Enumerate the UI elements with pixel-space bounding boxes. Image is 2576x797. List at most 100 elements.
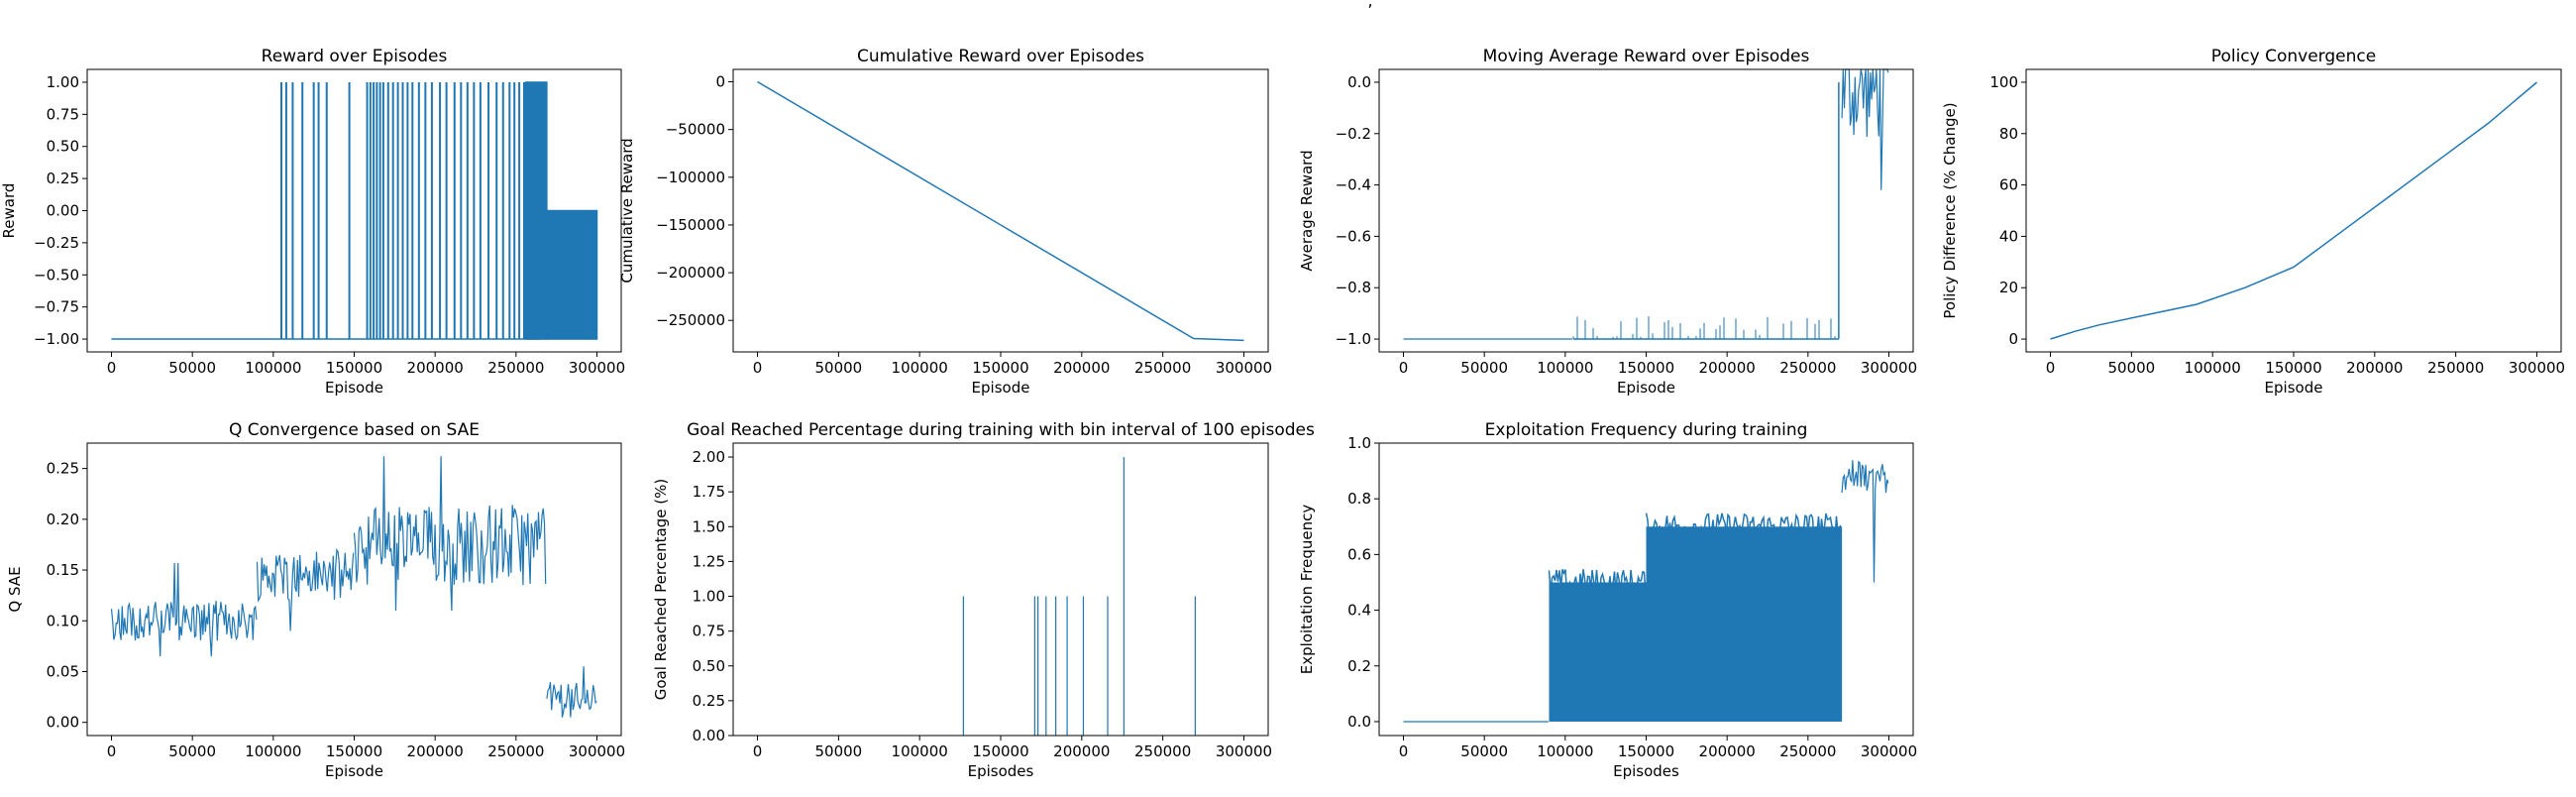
plot-area (1403, 460, 1889, 723)
x-axis-label: Episodes (1613, 762, 1679, 780)
series-band (1549, 582, 1647, 722)
plot-area (1403, 68, 1889, 340)
x-axis-label: Episode (2265, 379, 2323, 397)
x-tick-label: 0 (1399, 742, 1409, 760)
x-axis-label: Episode (325, 762, 383, 780)
x-tick-label: 200000 (2346, 359, 2403, 377)
y-tick-label: 0.50 (693, 657, 725, 675)
y-tick-label: −100000 (656, 169, 725, 186)
y-tick-label: 0.2 (1347, 657, 1371, 675)
y-tick-label: 80 (1999, 125, 2018, 143)
x-tick-label: 100000 (245, 359, 301, 377)
x-tick-label: 200000 (407, 742, 464, 760)
axes-frame (1378, 68, 1914, 353)
y-tick-label: 0.25 (47, 460, 79, 478)
x-tick-label: 300000 (569, 742, 625, 760)
subplot-5: 0 50000 100000 150000 200000 250000 300000 0.00… (6, 420, 625, 780)
axes-frame (86, 442, 622, 737)
x-tick-label: 50000 (815, 359, 863, 377)
x-tick-label: 200000 (1053, 742, 1110, 760)
y-tick-label: 0.0 (1347, 713, 1371, 731)
y-tick-label: −250000 (656, 311, 725, 329)
y-axis-label: Reward (0, 183, 18, 239)
x-tick-label: 250000 (1779, 359, 1836, 377)
subplot-6: 0 50000 100000 150000 200000 250000 300000 0.00… (652, 420, 1315, 780)
x-tick-label: 250000 (487, 742, 544, 760)
series-noise (1548, 569, 1647, 597)
y-tick-label: 0.25 (47, 170, 79, 187)
x-tick-label: 50000 (1460, 359, 1508, 377)
x-tick-label: 300000 (2509, 359, 2565, 377)
chart-title: Reward over Episodes (262, 47, 448, 66)
y-axis-label: Goal Reached Percentage (%) (652, 479, 670, 700)
x-tick-label: 300000 (569, 359, 625, 377)
y-tick-label: 1.00 (47, 73, 79, 91)
y-tick-label: 60 (1999, 176, 2018, 194)
series-noise (1841, 68, 1889, 190)
series-noise (1841, 460, 1889, 583)
y-axis-label: Exploitation Frequency (1298, 505, 1316, 675)
chart-title: Exploitation Frequency during training (1485, 420, 1808, 440)
x-tick-label: 0 (1399, 359, 1409, 377)
x-tick-label: 50000 (168, 742, 216, 760)
plot-area (111, 81, 598, 340)
x-tick-label: 150000 (2265, 359, 2321, 377)
chart-title: Q Convergence based on SAE (229, 420, 480, 440)
subplot-7: 0 50000 100000 150000 200000 250000 300000 0.0 0… (1298, 420, 1917, 780)
y-tick-label: −0.2 (1336, 125, 1371, 143)
x-axis-label: Episodes (968, 762, 1034, 780)
y-tick-label: −150000 (656, 216, 725, 234)
y-tick-label: −1.00 (34, 330, 79, 348)
y-tick-label: −0.6 (1336, 227, 1371, 245)
y-axis-label: Average Reward (1298, 150, 1316, 271)
x-tick-label: 200000 (407, 359, 464, 377)
x-axis-label: Episode (1617, 379, 1675, 397)
x-tick-label: 0 (107, 742, 117, 760)
x-tick-label: 50000 (168, 359, 216, 377)
x-tick-label: 150000 (1618, 359, 1674, 377)
x-tick-label: 100000 (892, 359, 948, 377)
y-tick-label: 0.8 (1347, 490, 1371, 508)
axes-frame (732, 68, 1269, 353)
axes-frame (2025, 68, 2562, 353)
x-tick-label: 100000 (2185, 359, 2241, 377)
x-tick-label: 150000 (972, 742, 1028, 760)
subplot-2: 0 50000 100000 150000 200000 250000 300000 −250… (618, 47, 1272, 397)
y-tick-label: −200000 (656, 264, 725, 282)
x-tick-label: 0 (753, 742, 763, 760)
y-tick-label: 0.25 (693, 692, 725, 710)
plot-area (110, 456, 597, 718)
x-tick-label: 0 (2046, 359, 2056, 377)
y-tick-label: 0.4 (1347, 602, 1371, 620)
x-tick-label: 50000 (2108, 359, 2156, 377)
x-axis-label: Episode (325, 379, 383, 397)
x-tick-label: 300000 (1216, 359, 1272, 377)
y-tick-label: −0.50 (34, 266, 79, 284)
y-tick-label: 0 (715, 73, 725, 91)
y-tick-label: 20 (1999, 279, 2018, 296)
y-tick-label: 0.50 (47, 138, 79, 156)
y-tick-label: 1.50 (693, 517, 725, 535)
x-tick-label: 300000 (1861, 742, 1917, 760)
series-noise (546, 666, 597, 718)
plot-area (962, 457, 1196, 736)
y-tick-label: 100 (1989, 73, 2018, 91)
x-tick-label: 150000 (326, 359, 382, 377)
y-tick-label: 0.0 (1347, 73, 1371, 91)
x-tick-label: 200000 (1699, 359, 1756, 377)
x-tick-label: 250000 (2427, 359, 2484, 377)
x-tick-label: 250000 (1134, 742, 1191, 760)
y-axis-label: Q SAE (6, 566, 24, 612)
x-tick-label: 50000 (1460, 742, 1508, 760)
subplot-4: 0 50000 100000 150000 200000 250000 300000 0 20 4… (1941, 47, 2565, 397)
series-band (524, 81, 548, 340)
chart-title: Policy Convergence (2211, 47, 2376, 66)
series-line (757, 80, 1244, 342)
y-tick-label: 0.00 (47, 202, 79, 220)
y-tick-label: 1.00 (693, 588, 725, 606)
x-tick-label: 200000 (1053, 359, 1110, 377)
series-noise (353, 456, 547, 612)
y-tick-label: 1.75 (693, 483, 725, 501)
